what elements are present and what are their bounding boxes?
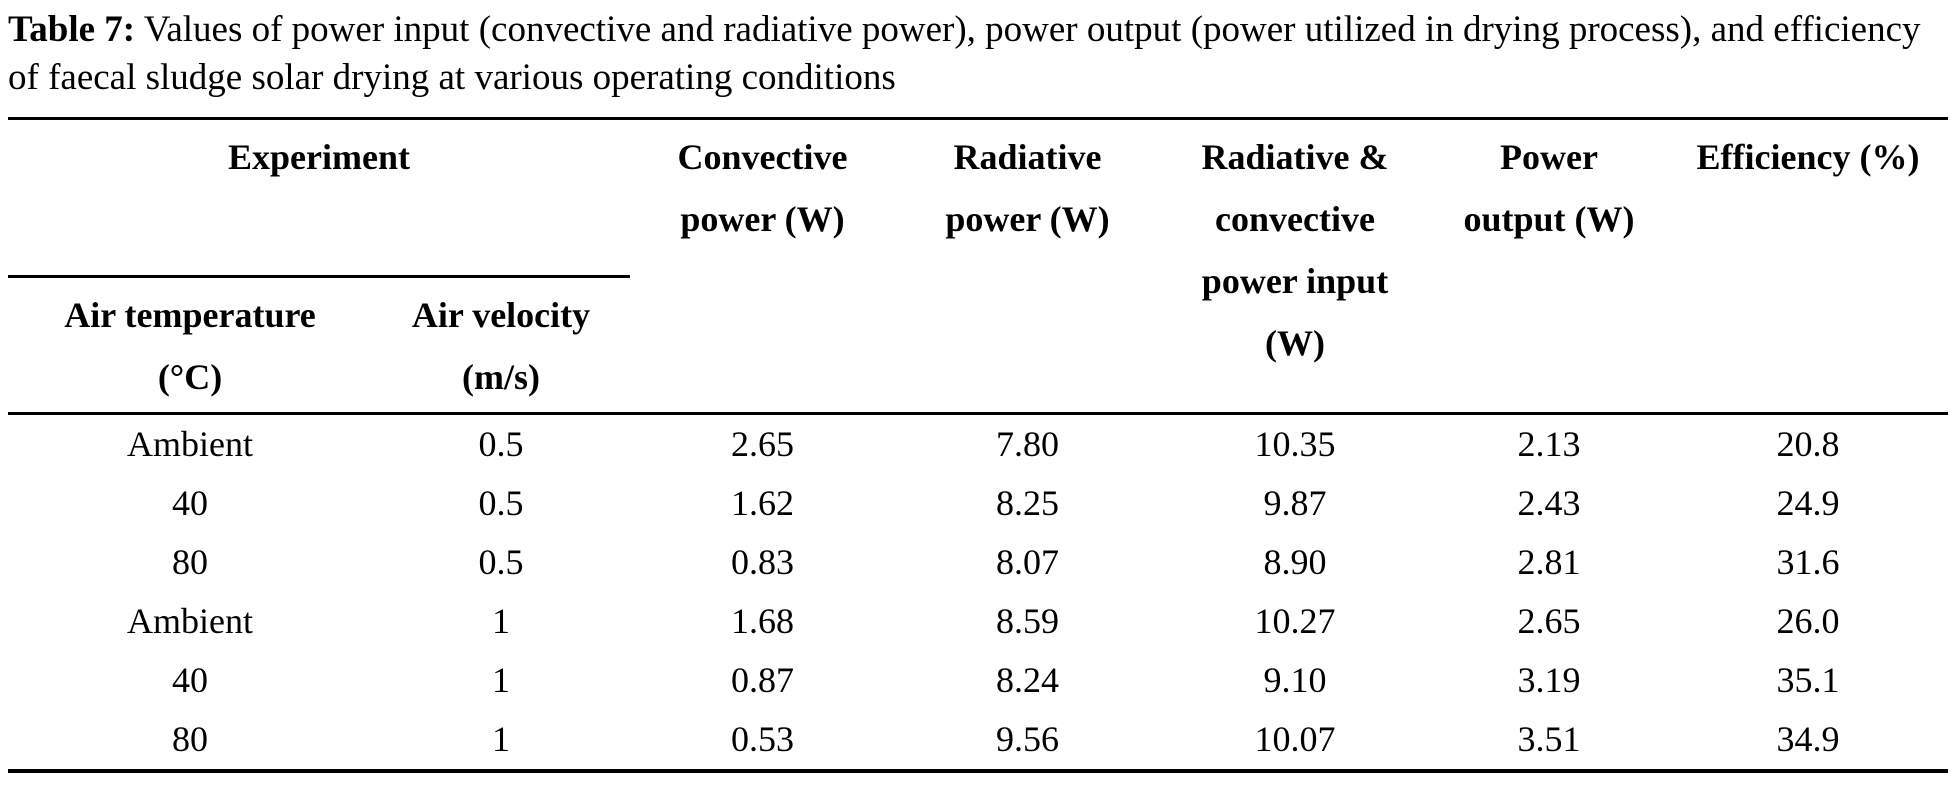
table-row: 40 0.5 1.62 8.25 9.87 2.43 24.9 [8, 474, 1948, 533]
header-air-velocity: Air velocity (m/s) [372, 276, 630, 415]
cell-efficiency: 35.1 [1776, 660, 1840, 700]
cell-efficiency: 20.8 [1776, 424, 1840, 464]
cell-efficiency: 24.9 [1776, 483, 1840, 523]
cell-radiative-convective-input: 10.07 [1254, 719, 1336, 759]
cell-power-output: 3.19 [1517, 660, 1581, 700]
cell-convective-power: 1.62 [731, 483, 794, 523]
cell-power-output: 2.43 [1517, 483, 1581, 523]
table-body: Ambient 0.5 2.65 7.80 10.35 2.13 20.8 40… [8, 414, 1948, 772]
cell-radiative-power: 9.56 [996, 719, 1059, 759]
header-row-sub: Air temperature (°C) Air velocity (m/s) [8, 276, 1948, 415]
cell-air-velocity: 1 [492, 719, 510, 759]
cell-efficiency: 34.9 [1776, 719, 1840, 759]
cell-radiative-power: 8.24 [996, 660, 1059, 700]
cell-radiative-power: 8.25 [996, 483, 1059, 523]
header-efficiency: Efficiency (%) [1668, 118, 1948, 415]
cell-power-output: 3.51 [1517, 719, 1581, 759]
header-convective-power: Convective power (W) [630, 118, 895, 415]
cell-convective-power: 0.83 [731, 542, 794, 582]
cell-air-temperature: 40 [172, 483, 208, 523]
cell-convective-power: 0.53 [731, 719, 794, 759]
table-row: Ambient 0.5 2.65 7.80 10.35 2.13 20.8 [8, 414, 1948, 475]
cell-power-output: 2.13 [1517, 424, 1581, 464]
cell-power-output: 2.81 [1517, 542, 1581, 582]
header-row-top: Experiment Convective power (W) Radiativ… [8, 118, 1948, 415]
table-caption: Table 7: Values of power input (convecti… [8, 6, 1950, 102]
cell-radiative-power: 8.59 [996, 601, 1059, 641]
cell-convective-power: 1.68 [731, 601, 794, 641]
table-row: 80 0.5 0.83 8.07 8.90 2.81 31.6 [8, 533, 1948, 592]
cell-air-velocity: 1 [492, 660, 510, 700]
cell-efficiency: 26.0 [1776, 601, 1840, 641]
table-caption-text: Values of power input (convective and ra… [8, 9, 1921, 98]
cell-radiative-convective-input: 10.35 [1254, 424, 1336, 464]
header-power-output: Power output (W) [1430, 118, 1668, 415]
header-experiment: Experiment [8, 118, 630, 278]
cell-convective-power: 2.65 [731, 424, 794, 464]
table-caption-label: Table 7: [8, 9, 136, 50]
cell-radiative-convective-input: 8.90 [1263, 542, 1327, 582]
cell-radiative-power: 8.07 [996, 542, 1059, 582]
table-row: Ambient 1 1.68 8.59 10.27 2.65 26.0 [8, 592, 1948, 651]
cell-power-output: 2.65 [1517, 601, 1581, 641]
header-air-temperature: Air temperature (°C) [8, 276, 372, 415]
table-header: Experiment Convective power (W) Radiativ… [8, 118, 1948, 415]
results-table: Experiment Convective power (W) Radiativ… [8, 117, 1948, 773]
cell-radiative-convective-input: 10.27 [1254, 601, 1336, 641]
cell-air-velocity: 1 [492, 601, 510, 641]
cell-air-temperature: Ambient [127, 424, 253, 464]
cell-air-temperature: 80 [172, 542, 208, 582]
cell-air-temperature: 40 [172, 660, 208, 700]
cell-air-velocity: 0.5 [478, 483, 524, 523]
cell-efficiency: 31.6 [1776, 542, 1840, 582]
header-radiative-convective-input: Radiative & convective power input (W) [1160, 118, 1430, 415]
cell-convective-power: 0.87 [731, 660, 794, 700]
header-radiative-power: Radiative power (W) [895, 118, 1160, 415]
cell-radiative-convective-input: 9.10 [1263, 660, 1327, 700]
table-row: 80 1 0.53 9.56 10.07 3.51 34.9 [8, 710, 1948, 771]
cell-air-velocity: 0.5 [478, 424, 524, 464]
cell-radiative-convective-input: 9.87 [1263, 483, 1327, 523]
table-row: 40 1 0.87 8.24 9.10 3.19 35.1 [8, 651, 1948, 710]
cell-air-temperature: Ambient [127, 601, 253, 641]
cell-air-velocity: 0.5 [478, 542, 524, 582]
cell-air-temperature: 80 [172, 719, 208, 759]
cell-radiative-power: 7.80 [996, 424, 1059, 464]
